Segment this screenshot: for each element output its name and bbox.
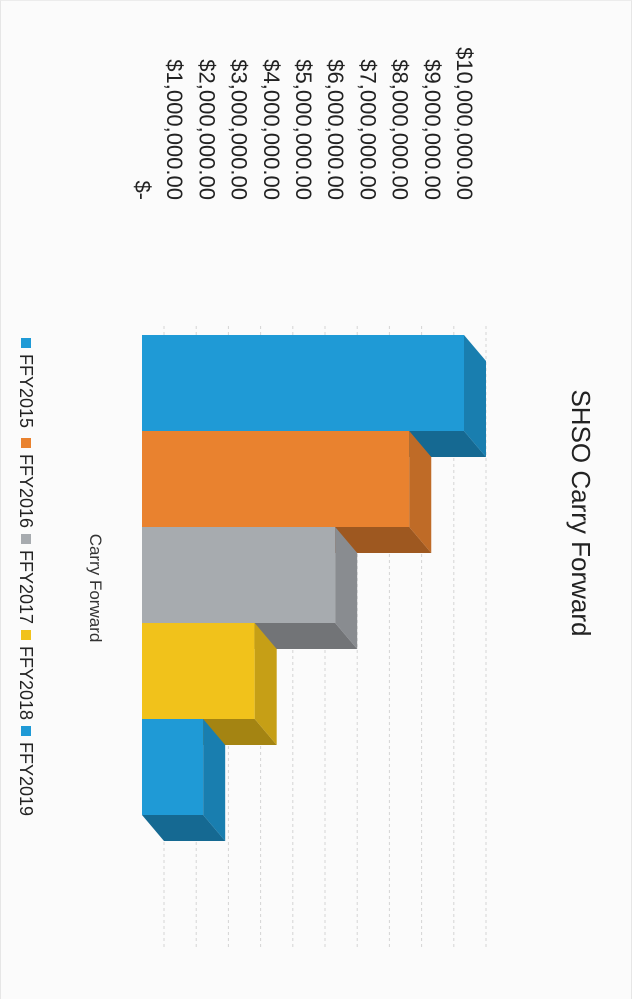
bar-front-face [142,623,255,719]
legend-label: FFY2018 [16,646,36,720]
legend: FFY2015 FFY2016 FFY2017 FFY2018 FFY2019 [16,338,36,816]
y-tick-label: $4,000,000.00 [259,59,284,200]
chart-title: SHSO Carry Forward [566,389,596,636]
y-tick-label: $9,000,000.00 [420,59,445,200]
legend-item-ffy2018: FFY2018 [16,630,36,720]
legend-swatch [21,630,31,640]
legend-swatch [21,726,31,736]
bars [141,335,486,841]
bar-top-face [254,623,277,745]
y-tick-label: $3,000,000.00 [227,59,252,200]
bar-top-face [203,719,226,841]
legend-label: FFY2015 [16,354,36,428]
legend-item-ffy2017: FFY2017 [16,534,36,624]
y-axis-ticks: $- $1,000,000.00 $2,000,000.00 $3,000,000.0… [130,47,477,200]
y-tick-label: $- [130,180,155,200]
legend-item-ffy2015: FFY2015 [16,338,36,428]
legend-label: FFY2017 [16,550,36,624]
bar-front-face [141,719,204,815]
legend-item-ffy2016: FFY2016 [16,438,36,528]
legend-item-ffy2019: FFY2019 [16,726,36,816]
y-tick-label: $7,000,000.00 [355,59,380,200]
category-label: Carry Forward [86,534,105,643]
bar-front-face [141,431,410,527]
legend-swatch [21,438,31,448]
bar-side-face [142,815,226,841]
legend-label: FFY2019 [16,742,36,816]
bar-ffy2019 [141,719,226,841]
bar-top-face [409,431,432,553]
legend-swatch [21,338,31,348]
y-tick-label: $1,000,000.00 [162,59,187,200]
legend-label: FFY2016 [16,454,36,528]
y-tick-label: $2,000,000.00 [194,59,219,200]
bar-front-face [142,527,336,623]
legend-swatch [21,534,31,544]
bar-front-face [142,335,464,431]
bar-top-face [335,527,358,649]
y-tick-label: $8,000,000.00 [388,59,413,200]
y-tick-label: $6,000,000.00 [323,59,348,200]
bar-top-face [464,335,486,457]
y-tick-label: $5,000,000.00 [291,59,316,200]
y-tick-label: $10,000,000.00 [452,47,477,200]
